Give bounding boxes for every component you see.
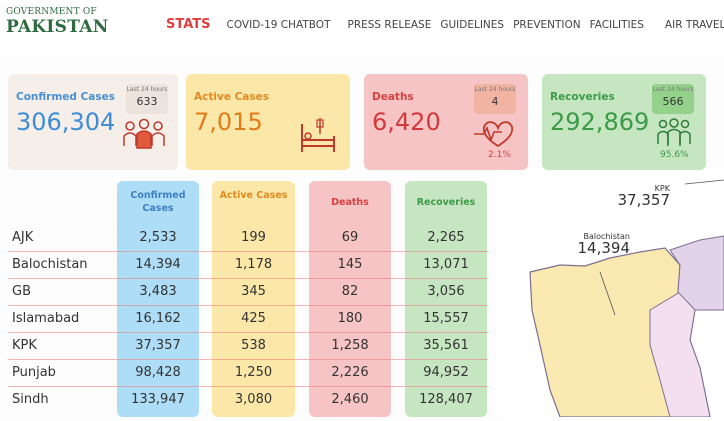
row-divider bbox=[8, 386, 488, 387]
active-value: 199 bbox=[241, 230, 266, 245]
confirmed-24h-badge: Last 24 hours 633 bbox=[126, 84, 168, 114]
region-name: Punjab bbox=[12, 365, 56, 380]
nav-press-release[interactable]: PRESS RELEASE bbox=[347, 18, 432, 31]
confirmed-cases-card: Confirmed Cases 306,304 Last 24 hours 63… bbox=[8, 74, 178, 170]
table-row: Punjab 98,428 1,250 2,226 94,952 bbox=[0, 360, 500, 386]
deaths-value: 180 bbox=[337, 311, 363, 326]
active-value: 425 bbox=[241, 311, 266, 326]
deaths-value: 1,258 bbox=[331, 338, 369, 353]
row-divider bbox=[8, 251, 488, 252]
map-label-balochistan: Balochistan 14,394 bbox=[577, 232, 631, 257]
deaths-card: Deaths 6,420 Last 24 hours 4 2.1% bbox=[364, 74, 528, 170]
pakistan-map[interactable]: KPK 37,357 Balochistan 14,394 bbox=[500, 170, 724, 418]
confirmed-value: 98,428 bbox=[135, 365, 181, 380]
confirmed-value: 37,357 bbox=[135, 338, 181, 353]
recoveries-value: 2,265 bbox=[427, 230, 465, 245]
badge-label: Last 24 hours bbox=[126, 86, 168, 93]
deaths-value: 69 bbox=[341, 230, 359, 245]
table-row: Balochistan 14,394 1,178 145 13,071 bbox=[0, 252, 500, 278]
deaths-percentage: 2.1% bbox=[488, 150, 511, 160]
confirmed-value: 2,533 bbox=[139, 230, 177, 245]
active-value: 345 bbox=[241, 284, 266, 299]
active-value: 3,080 bbox=[234, 392, 273, 407]
top-header: GOVERNMENT OF PAKISTAN STATS COVID-19 CH… bbox=[0, 0, 724, 55]
active-value: 1,178 bbox=[234, 257, 273, 272]
confirmed-column bbox=[117, 181, 199, 417]
map-label-kpk: KPK 37,357 bbox=[617, 184, 671, 209]
map-graphic[interactable] bbox=[500, 170, 724, 418]
confirmed-value: 16,162 bbox=[135, 311, 181, 326]
badge-label: Last 24 hours bbox=[474, 86, 516, 93]
region-name: AJK bbox=[12, 230, 34, 245]
deaths-24h-badge: Last 24 hours 4 bbox=[474, 84, 516, 114]
badge-value: 633 bbox=[136, 95, 158, 108]
table-row: AJK 2,533 199 69 2,265 bbox=[0, 225, 500, 251]
recoveries-value: 3,056 bbox=[427, 284, 465, 299]
table-row: GB 3,483 345 82 3,056 bbox=[0, 279, 500, 305]
nav-prevention[interactable]: PREVENTION bbox=[513, 18, 581, 31]
active-cases-title: Active Cases bbox=[194, 91, 270, 103]
badge-value: 4 bbox=[491, 95, 499, 108]
deaths-value: 145 bbox=[337, 257, 363, 272]
recovered-people-icon bbox=[657, 118, 691, 146]
row-divider bbox=[8, 305, 488, 306]
nav-stats[interactable]: STATS bbox=[166, 17, 211, 32]
recoveries-value: 35,561 bbox=[423, 338, 469, 353]
recoveries-24h-badge: Last 24 hours 566 bbox=[652, 84, 694, 114]
region-name: Sindh bbox=[12, 392, 49, 407]
active-cases-card: Active Cases 7,015 bbox=[186, 74, 350, 170]
main-nav: STATS COVID-19 CHATBOT PRESS RELEASE GUI… bbox=[166, 17, 724, 32]
region-name: KPK bbox=[12, 338, 37, 353]
region-name: Islamabad bbox=[12, 311, 80, 326]
row-divider bbox=[8, 332, 488, 333]
confirmed-cases-title: Confirmed Cases bbox=[16, 91, 116, 103]
badge-value: 566 bbox=[662, 95, 684, 108]
deaths-value: 2,460 bbox=[331, 392, 369, 407]
people-group-icon bbox=[123, 118, 165, 149]
deaths-value: 2,226 bbox=[331, 365, 369, 380]
confirmed-value: 14,394 bbox=[135, 257, 181, 272]
recoveries-value: 292,869 bbox=[550, 108, 650, 136]
table-row: KPK 37,357 538 1,258 35,561 bbox=[0, 333, 500, 359]
active-value: 538 bbox=[241, 338, 266, 353]
deaths-column bbox=[309, 181, 391, 417]
deaths-value: 82 bbox=[341, 284, 359, 299]
table-row: Sindh 133,947 3,080 2,460 128,407 bbox=[0, 387, 500, 413]
active-column bbox=[212, 181, 295, 417]
logo-line2: PAKISTAN bbox=[6, 17, 109, 37]
recoveries-percentage: 95.6% bbox=[660, 150, 689, 160]
government-logo[interactable]: GOVERNMENT OF PAKISTAN bbox=[6, 8, 109, 36]
deaths-value: 6,420 bbox=[372, 108, 441, 136]
recoveries-title: Recoveries bbox=[550, 91, 615, 103]
nav-guidelines[interactable]: GUIDELINES bbox=[440, 18, 505, 31]
region-name: Balochistan bbox=[12, 257, 88, 272]
heart-pulse-icon bbox=[474, 121, 514, 148]
hospital-bed-icon bbox=[301, 118, 335, 152]
nav-facilities[interactable]: FACILITIES bbox=[589, 18, 644, 31]
confirmed-cases-value: 306,304 bbox=[16, 108, 116, 136]
header-recoveries: Recoveries bbox=[416, 197, 476, 208]
nav-covid-chatbot[interactable]: COVID-19 CHATBOT bbox=[226, 18, 331, 31]
row-divider bbox=[8, 359, 488, 360]
recoveries-column bbox=[405, 181, 487, 417]
recoveries-value: 128,407 bbox=[419, 392, 473, 407]
confirmed-value: 3,483 bbox=[139, 284, 177, 299]
active-value: 1,250 bbox=[234, 365, 273, 380]
recoveries-card: Recoveries 292,869 Last 24 hours 566 95.… bbox=[542, 74, 706, 170]
badge-label: Last 24 hours bbox=[652, 86, 694, 93]
header-active: Active Cases bbox=[219, 190, 288, 201]
nav-air-travel[interactable]: AIR TRAVEL bbox=[664, 18, 724, 31]
table-row: Islamabad 16,162 425 180 15,557 bbox=[0, 306, 500, 332]
row-divider bbox=[8, 278, 488, 279]
confirmed-value: 133,947 bbox=[131, 392, 185, 407]
header-deaths: Deaths bbox=[331, 197, 369, 208]
logo-line1: GOVERNMENT OF bbox=[6, 7, 97, 17]
active-cases-value: 7,015 bbox=[194, 108, 263, 136]
region-name: GB bbox=[12, 284, 31, 299]
deaths-title: Deaths bbox=[372, 91, 414, 103]
recoveries-value: 15,557 bbox=[423, 311, 469, 326]
header-confirmed: Confirmed Cases bbox=[130, 190, 186, 214]
recoveries-value: 13,071 bbox=[423, 257, 469, 272]
recoveries-value: 94,952 bbox=[423, 365, 469, 380]
